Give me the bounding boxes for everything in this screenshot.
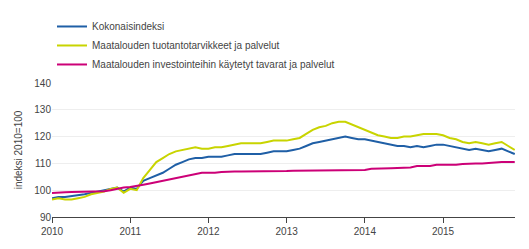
svg-text:Maatalouden tuotantotarvikkeet: Maatalouden tuotantotarvikkeet ja palvel… xyxy=(92,40,280,51)
svg-text:Maatalouden investointeihin kä: Maatalouden investointeihin käytetyt tav… xyxy=(92,59,335,70)
svg-text:2011: 2011 xyxy=(119,226,141,237)
svg-text:indeksi 2010=100: indeksi 2010=100 xyxy=(13,110,24,189)
svg-text:2014: 2014 xyxy=(354,226,377,237)
svg-text:2015: 2015 xyxy=(432,226,455,237)
svg-text:2010: 2010 xyxy=(41,226,64,237)
svg-text:120: 120 xyxy=(34,131,51,142)
svg-text:110: 110 xyxy=(35,158,51,169)
svg-text:140: 140 xyxy=(34,78,51,89)
svg-text:90: 90 xyxy=(40,212,52,223)
svg-text:2012: 2012 xyxy=(197,226,220,237)
svg-text:100: 100 xyxy=(34,185,51,196)
svg-text:130: 130 xyxy=(34,104,51,115)
svg-text:Kokonaisindeksi: Kokonaisindeksi xyxy=(92,21,164,32)
svg-text:2013: 2013 xyxy=(276,226,299,237)
